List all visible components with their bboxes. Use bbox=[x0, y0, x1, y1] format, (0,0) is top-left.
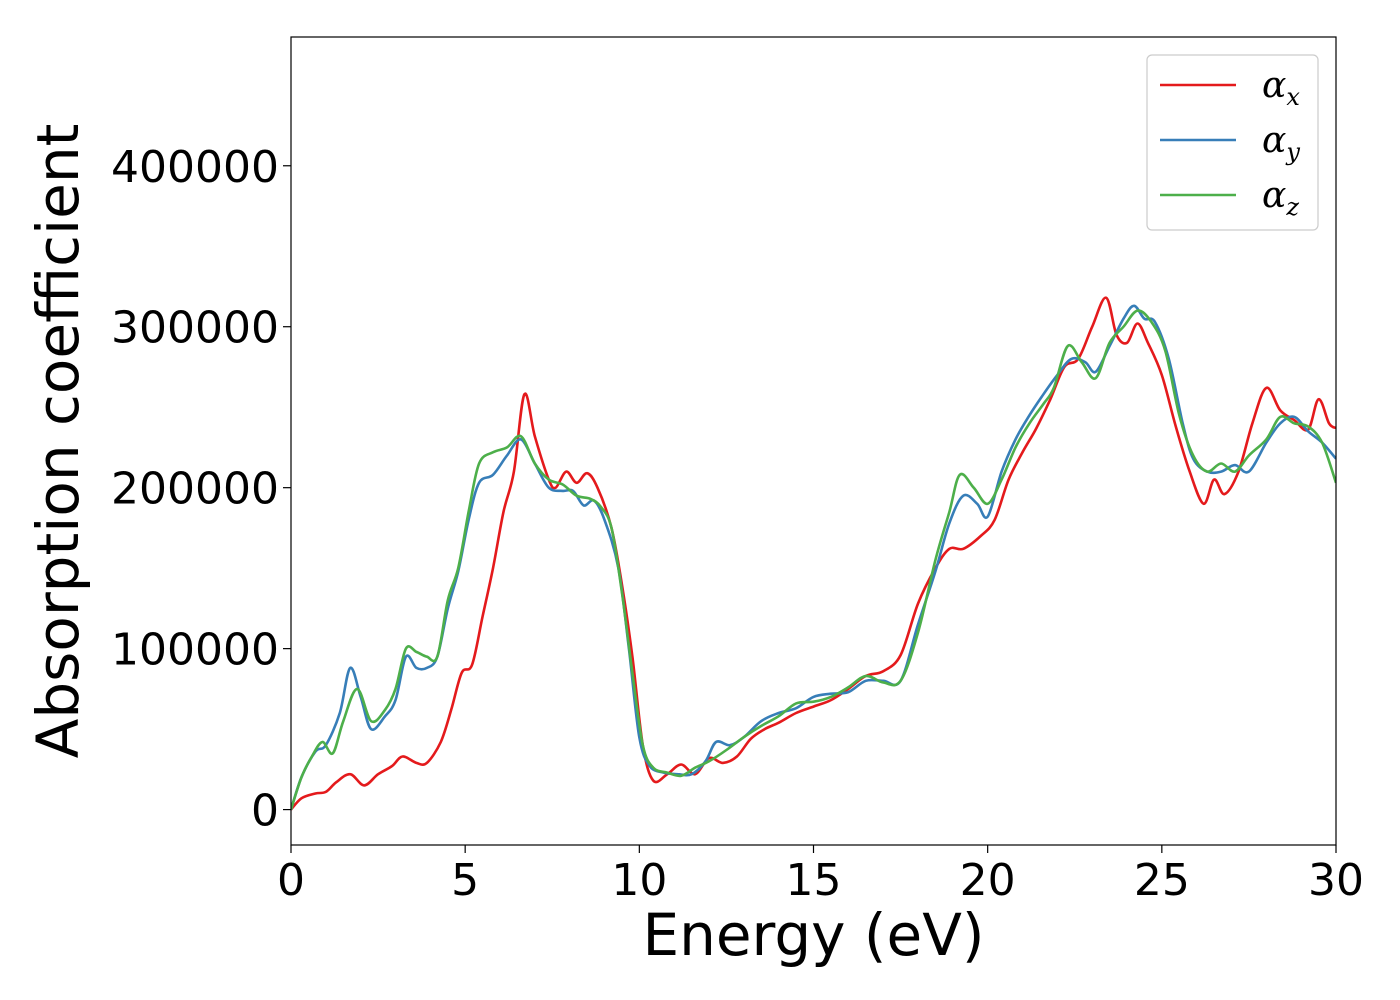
legend-label-alpha-y: αy bbox=[1262, 120, 1300, 166]
legend-box bbox=[1146, 54, 1319, 231]
series-line-alpha-y bbox=[291, 304, 1336, 810]
x-axis-label: Energy (eV) bbox=[642, 901, 984, 969]
y-tick-label: 0 bbox=[251, 786, 279, 837]
y-axis-ticks: 0 100000 200000 300000 400000 bbox=[111, 142, 291, 837]
legend-label-alpha-x: αx bbox=[1262, 65, 1300, 111]
y-tick-label: 200000 bbox=[111, 464, 279, 515]
x-axis-ticks: 0 5 10 15 20 25 30 bbox=[277, 845, 1364, 906]
series-line-alpha-z bbox=[291, 309, 1336, 810]
series-line-alpha-x bbox=[291, 296, 1336, 811]
x-tick-label: 25 bbox=[1134, 855, 1190, 906]
y-tick-label: 400000 bbox=[111, 142, 279, 193]
legend: αx αy αz bbox=[1146, 54, 1319, 231]
x-tick-label: 5 bbox=[451, 855, 479, 906]
x-tick-label: 15 bbox=[786, 855, 842, 906]
x-tick-label: 10 bbox=[611, 855, 667, 906]
legend-label-alpha-z: αz bbox=[1262, 175, 1299, 221]
x-tick-label: 30 bbox=[1308, 855, 1364, 906]
y-axis-label: Absorption coefficient bbox=[24, 124, 92, 759]
y-tick-label: 100000 bbox=[111, 625, 279, 676]
series-layer bbox=[291, 296, 1336, 811]
y-tick-label: 300000 bbox=[111, 303, 279, 354]
x-tick-label: 0 bbox=[277, 855, 305, 906]
x-tick-label: 20 bbox=[960, 855, 1016, 906]
